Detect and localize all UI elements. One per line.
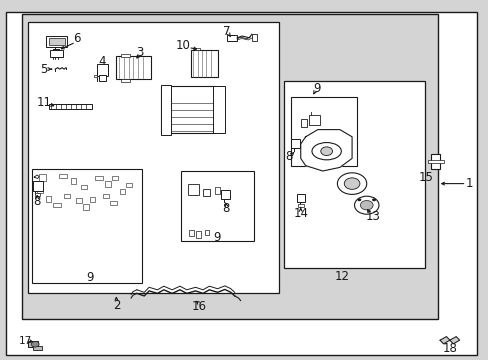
Bar [300,119,306,127]
Bar [50,50,63,57]
Bar [283,81,425,268]
Bar [116,56,150,79]
Bar [32,169,142,283]
Bar [49,104,92,109]
Polygon shape [449,337,459,344]
Text: 15: 15 [418,171,433,184]
Text: 10: 10 [176,39,190,51]
Bar [28,22,278,293]
Bar [203,189,210,196]
Text: 9: 9 [312,82,320,95]
Circle shape [354,196,378,214]
Bar [37,187,42,193]
Bar [427,160,443,163]
Text: 4: 4 [98,55,105,68]
Bar [102,194,109,198]
Bar [121,54,130,57]
Ellipse shape [311,143,341,160]
Bar [161,86,215,133]
Circle shape [371,198,375,201]
Bar [297,204,303,207]
Bar [308,115,319,125]
Bar [190,50,217,77]
Circle shape [357,198,361,201]
Bar [105,181,110,187]
Polygon shape [300,130,351,171]
Text: 12: 12 [334,270,349,283]
Bar [33,346,42,350]
Circle shape [31,341,39,347]
Bar [212,86,224,133]
Bar [290,97,356,166]
Bar [430,154,439,169]
Bar [215,187,220,194]
Bar [99,75,105,81]
Text: 14: 14 [293,207,307,220]
Bar [90,197,95,202]
Text: 8: 8 [284,150,292,163]
Text: 11: 11 [37,96,51,109]
Bar [81,185,87,189]
Text: 9: 9 [86,271,94,284]
Bar [49,38,64,45]
Bar [221,190,229,199]
Bar [161,85,171,135]
Bar [120,189,124,194]
Bar [227,35,237,41]
Bar [76,198,81,203]
Bar [252,34,257,41]
Bar [205,230,209,235]
Bar [290,139,299,148]
Bar [194,48,199,50]
Polygon shape [439,337,449,344]
Text: 9: 9 [213,231,221,244]
Bar [35,193,40,196]
Bar [181,171,254,241]
Bar [71,178,76,184]
Bar [296,194,304,202]
Circle shape [337,173,366,194]
Bar [195,231,201,238]
Text: 18: 18 [442,342,456,355]
Bar [46,196,51,202]
Bar [33,181,43,191]
Bar [59,174,66,178]
Text: 8: 8 [33,195,41,208]
Text: 8: 8 [222,202,230,215]
Bar [110,201,117,205]
Bar [94,75,97,77]
Circle shape [360,201,372,210]
Text: 6: 6 [73,32,81,45]
Bar [22,14,437,319]
Bar [83,204,89,210]
Text: 7: 7 [222,25,230,38]
Circle shape [320,147,332,156]
Bar [97,64,107,76]
Bar [53,203,61,207]
Text: 2: 2 [112,299,120,312]
Text: 17: 17 [19,336,32,346]
Text: 16: 16 [192,300,206,313]
Bar [188,184,199,195]
Bar [46,36,67,47]
Text: 13: 13 [365,210,379,222]
Bar [28,341,38,347]
Bar [189,230,194,236]
Bar [112,176,118,180]
Bar [95,176,102,180]
Bar [63,194,70,198]
Bar [126,183,131,187]
Bar [39,174,46,181]
Text: 5: 5 [40,63,48,76]
Circle shape [344,178,359,189]
Text: 3: 3 [135,46,143,59]
Text: 1: 1 [465,177,472,190]
Bar [121,79,130,82]
